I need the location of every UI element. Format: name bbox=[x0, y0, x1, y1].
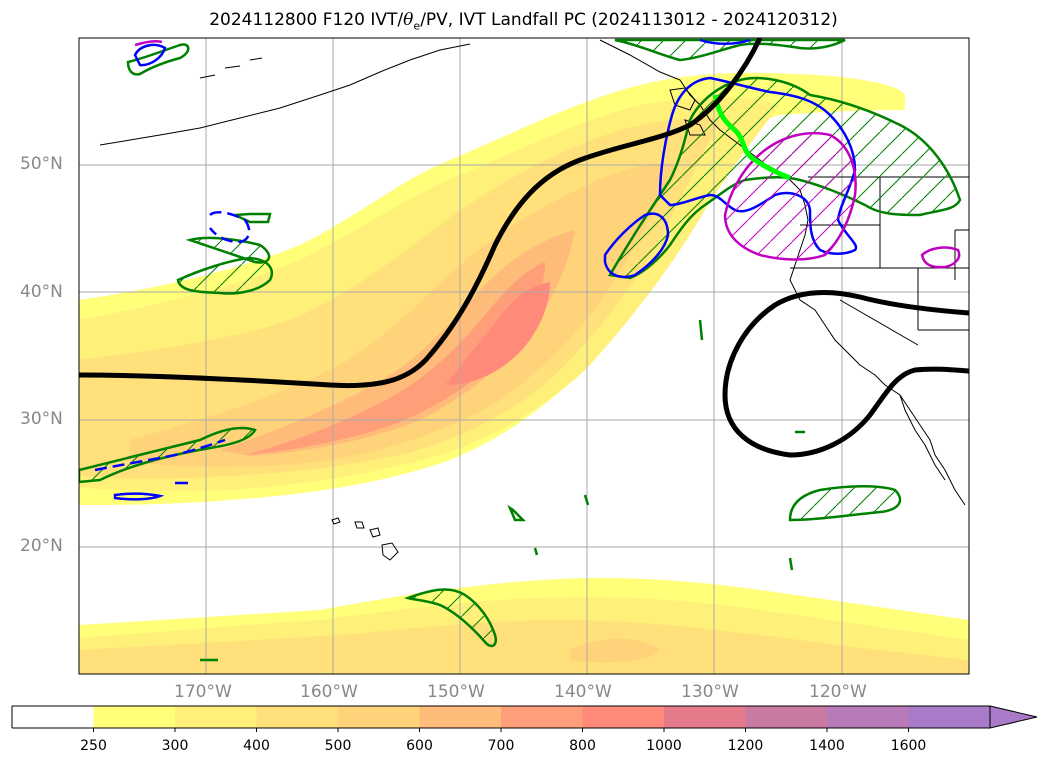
ivt-fill-atmospheric-river bbox=[79, 72, 905, 505]
colorbar-segment bbox=[419, 706, 502, 728]
map-title: 2024112800 F120 IVT/θe/PV, IVT Landfall … bbox=[209, 10, 838, 33]
colorbar-segment bbox=[12, 706, 94, 728]
colorbar-tick-label: 1000 bbox=[646, 738, 682, 754]
colorbar-tick-label: 400 bbox=[243, 738, 270, 754]
lat-label-40n: 40°N bbox=[20, 282, 63, 302]
lon-label-160w: 160°W bbox=[300, 682, 358, 702]
colorbar-tick-label: 1600 bbox=[890, 738, 927, 754]
colorbar-segment bbox=[256, 706, 339, 728]
lon-label-140w: 140°W bbox=[554, 682, 612, 702]
lat-label-50n: 50°N bbox=[20, 154, 63, 174]
colorbar-segment bbox=[664, 706, 746, 728]
lat-label-20n: 20°N bbox=[20, 536, 63, 556]
ivt-landfall-line bbox=[712, 94, 791, 181]
lon-label-170w: 170°W bbox=[174, 682, 232, 702]
colorbar-tick-label: 500 bbox=[324, 738, 352, 754]
lon-label-120w: 120°W bbox=[809, 682, 867, 702]
colorbar-segment bbox=[745, 706, 828, 728]
magenta-hatched-contours bbox=[134, 39, 961, 269]
colorbar-tick-label: 1200 bbox=[727, 738, 764, 754]
colorbar-segment bbox=[501, 706, 583, 728]
map-frame bbox=[78, 37, 970, 675]
colorbar-tick-label: 600 bbox=[406, 738, 433, 754]
colorbar-segment bbox=[338, 706, 420, 728]
lon-label-150w: 150°W bbox=[427, 682, 485, 702]
colorbar-tick-label: 250 bbox=[80, 738, 107, 754]
pv-trough-lines bbox=[79, 38, 969, 458]
lat-label-30n: 30°N bbox=[20, 409, 63, 429]
ivt-colorbar bbox=[11, 705, 1038, 732]
colorbar-tick-label: 700 bbox=[487, 738, 515, 754]
colorbar-tick-label: 300 bbox=[161, 738, 189, 754]
colorbar-segment bbox=[908, 706, 991, 728]
colorbar-tick-label: 800 bbox=[569, 738, 596, 754]
lon-label-130w: 130°W bbox=[681, 682, 739, 702]
green-hatched-contours bbox=[79, 38, 962, 662]
colorbar-segment bbox=[827, 706, 909, 728]
colorbar-segment bbox=[93, 706, 176, 728]
hawaii-islands bbox=[331, 517, 399, 561]
colorbar-segment bbox=[582, 706, 665, 728]
ivt-fill-southern-band bbox=[79, 578, 969, 674]
colorbar-segment bbox=[175, 706, 257, 728]
colorbar-tick-label: 1400 bbox=[809, 738, 845, 754]
colorbar-extend-arrow bbox=[989, 705, 1038, 729]
